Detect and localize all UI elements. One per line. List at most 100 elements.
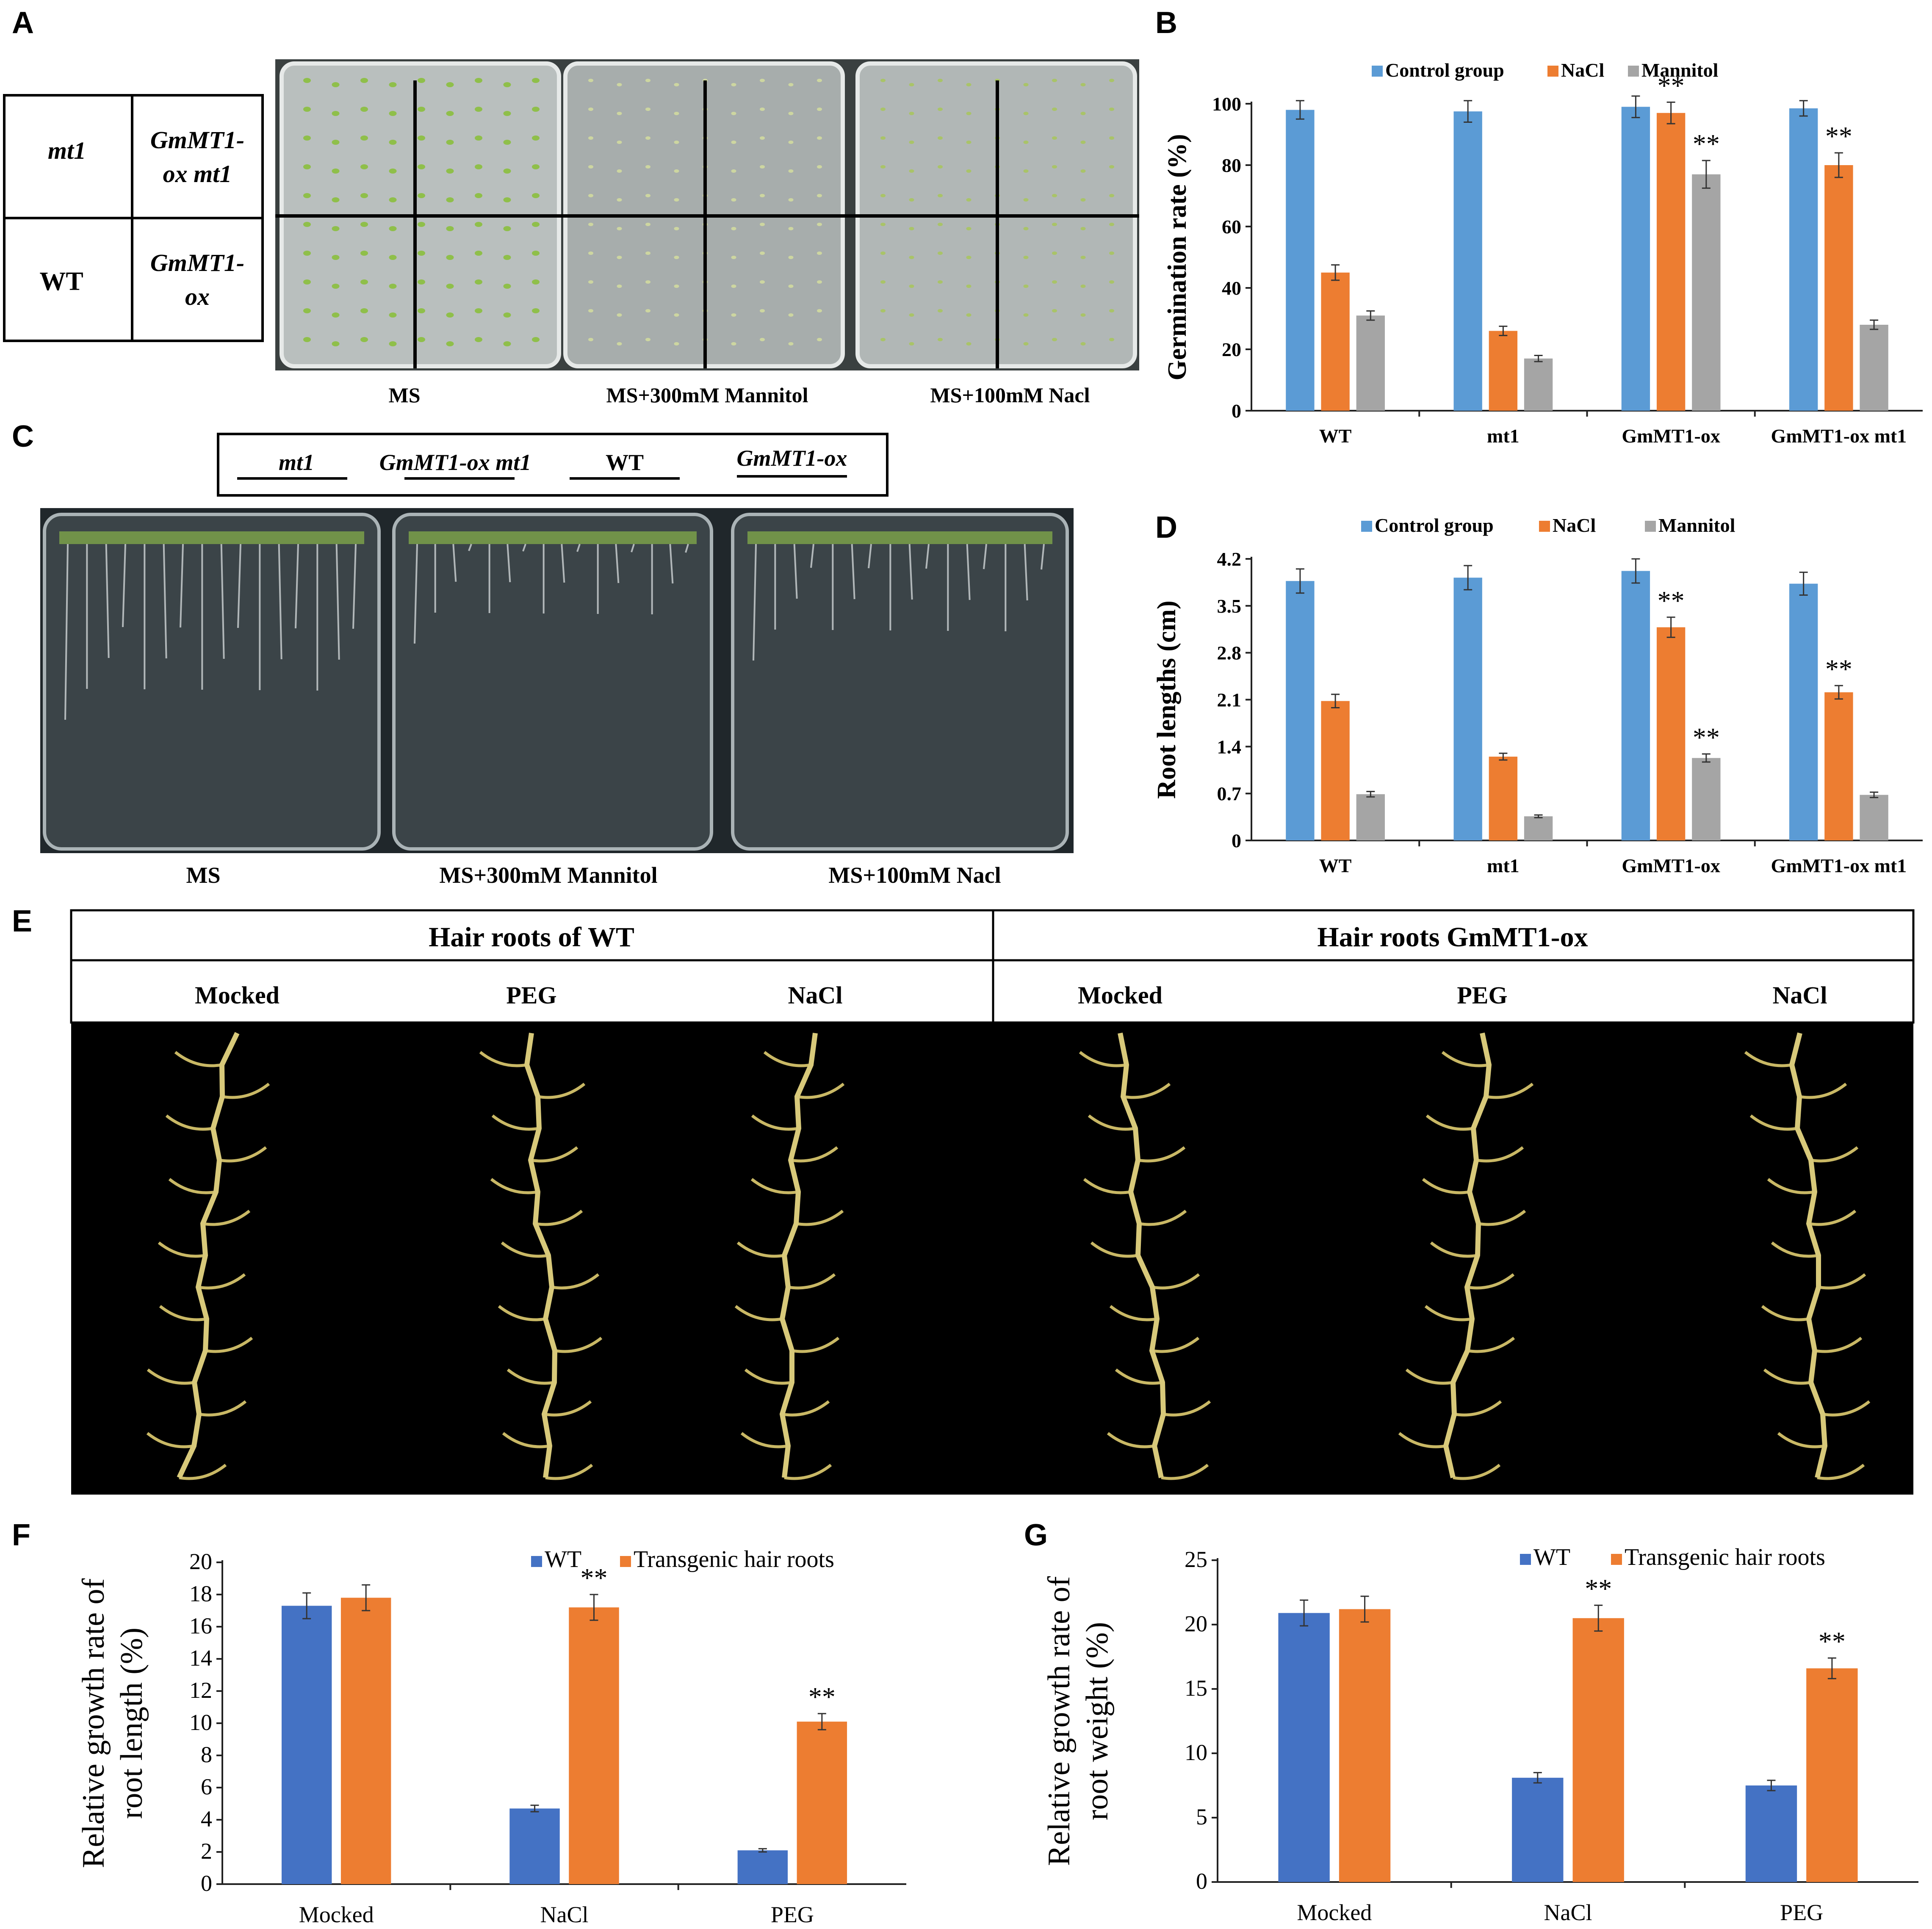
bar bbox=[281, 1606, 332, 1884]
seedling-mark bbox=[532, 135, 540, 141]
lateral-root bbox=[1476, 1146, 1524, 1163]
seedling-mark bbox=[880, 194, 886, 197]
treatment-label: NaCl bbox=[1773, 981, 1827, 1009]
root-line bbox=[220, 544, 225, 659]
y-tick-label: 6 bbox=[201, 1774, 212, 1799]
lateral-root bbox=[763, 1051, 811, 1067]
lateral-root bbox=[146, 1432, 194, 1448]
seedling-mark bbox=[446, 255, 454, 260]
seedling-mark bbox=[332, 82, 340, 87]
plate-label-ms: MS bbox=[186, 862, 221, 888]
legend-label: WT bbox=[1533, 1544, 1570, 1570]
root-line bbox=[753, 544, 757, 661]
lateral-root bbox=[1817, 1464, 1865, 1480]
seedling-mark bbox=[588, 136, 593, 140]
treatment-label: NaCl bbox=[788, 981, 843, 1009]
seedling-mark bbox=[1080, 313, 1086, 317]
seedling-mark bbox=[503, 341, 511, 346]
seedling-mark bbox=[788, 256, 794, 259]
seedling-mark bbox=[446, 169, 454, 174]
seedling-mark bbox=[588, 108, 593, 111]
x-tick-label: GmMT1-ox bbox=[1622, 855, 1720, 876]
seedling-mark bbox=[532, 222, 540, 227]
bar bbox=[340, 1597, 391, 1884]
seedling-mark bbox=[760, 136, 765, 140]
y-tick-label: 80 bbox=[1222, 155, 1241, 176]
seedling-mark bbox=[588, 280, 593, 284]
seedling-mark bbox=[360, 107, 368, 112]
legend-swatch bbox=[531, 1556, 542, 1567]
seedling-mark bbox=[418, 135, 425, 141]
seedling-mark bbox=[1052, 136, 1057, 140]
bar bbox=[1339, 1609, 1391, 1882]
root-line bbox=[810, 544, 814, 568]
seedling-mark bbox=[503, 255, 511, 260]
seedling-mark bbox=[475, 222, 482, 227]
lateral-root bbox=[158, 1241, 206, 1258]
seedling-mark bbox=[760, 309, 765, 312]
y-tick-label: 0 bbox=[1232, 400, 1241, 422]
y-tick-label: 0 bbox=[201, 1871, 212, 1896]
seedling-mark bbox=[617, 227, 622, 230]
seedling-mark bbox=[909, 227, 914, 230]
seedling-mark bbox=[760, 79, 765, 82]
seedling-mark bbox=[332, 341, 340, 346]
y-tick-label: 4.2 bbox=[1217, 548, 1242, 570]
lateral-root bbox=[1123, 1083, 1171, 1099]
seedling-mark bbox=[966, 285, 972, 288]
bar bbox=[1621, 571, 1650, 840]
seedling-mark bbox=[674, 198, 679, 202]
seedling-mark bbox=[645, 165, 650, 169]
legend-label-gmmt1-ox: GmMT1-ox bbox=[737, 445, 847, 471]
seedling-mark bbox=[446, 312, 454, 318]
seedling-mark bbox=[731, 313, 736, 317]
lateral-root bbox=[782, 1400, 830, 1417]
plate-label-mannitol: MS+300mM Mannitol bbox=[439, 862, 657, 888]
seedling-mark bbox=[389, 140, 397, 145]
bar bbox=[797, 1722, 847, 1884]
seedling-mark bbox=[645, 338, 650, 341]
lateral-root bbox=[734, 1305, 783, 1321]
seedling-mark bbox=[966, 169, 972, 173]
lateral-root bbox=[1814, 1337, 1863, 1353]
seedling-mark bbox=[760, 251, 765, 255]
seedling-mark bbox=[532, 251, 540, 256]
bar bbox=[1321, 272, 1350, 411]
layout-cell-gmmt1-ox: GmMT1-ox bbox=[150, 249, 244, 310]
seedling-mark bbox=[418, 308, 425, 313]
seedling-mark bbox=[760, 223, 765, 226]
root-line bbox=[64, 544, 69, 720]
panel-e: Hair roots of WT Hair roots GmMT1-ox Moc… bbox=[70, 909, 1915, 1495]
seedling-mark bbox=[817, 280, 822, 284]
y-tick-label: 18 bbox=[189, 1581, 212, 1606]
bar bbox=[1572, 1618, 1624, 1882]
bar bbox=[1745, 1785, 1797, 1882]
root-line bbox=[615, 544, 620, 583]
seedling-mark bbox=[303, 135, 311, 141]
y-axis-label: Relative growth rate of root weight (%) bbox=[1042, 1576, 1115, 1866]
lateral-root bbox=[751, 1114, 799, 1131]
seedling-mark bbox=[674, 227, 679, 230]
lateral-root bbox=[790, 1146, 839, 1163]
bar bbox=[1321, 701, 1350, 840]
seedling-mark bbox=[503, 111, 511, 116]
seedling-mark bbox=[1080, 169, 1086, 173]
seedling-mark bbox=[446, 111, 454, 116]
y-tick-label: 20 bbox=[1185, 1611, 1207, 1636]
significance-mark: ** bbox=[808, 1682, 836, 1712]
lateral-root bbox=[750, 1178, 799, 1194]
bar bbox=[1789, 108, 1818, 411]
legend-label: Mannitol bbox=[1658, 514, 1735, 536]
root-line bbox=[1024, 544, 1028, 601]
seedling-mark bbox=[909, 169, 914, 173]
chart-b: 0 20 40 60 80 100 WT mt1 GmMT1-ox ** ** GmMT1-ox mt… bbox=[1163, 59, 1923, 447]
group-header-gmmt1-ox: Hair roots GmMT1-ox bbox=[1317, 922, 1588, 953]
seedling-row bbox=[409, 531, 697, 544]
seedling-mark bbox=[938, 194, 943, 197]
x-tick-label: GmMT1-ox mt1 bbox=[1771, 425, 1907, 447]
seedling-mark bbox=[966, 313, 972, 317]
seedling-mark bbox=[760, 165, 765, 169]
bar bbox=[737, 1850, 788, 1884]
lateral-root bbox=[1424, 1305, 1473, 1321]
